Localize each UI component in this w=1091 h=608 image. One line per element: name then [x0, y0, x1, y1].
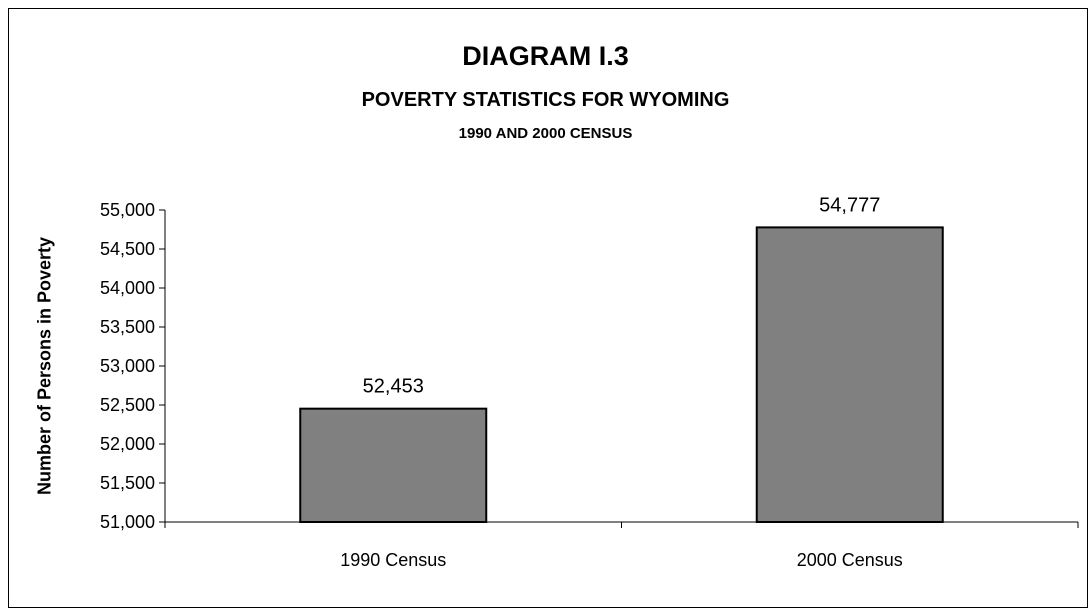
- y-tick-label: 51,000: [100, 512, 155, 532]
- x-tick-label: 1990 Census: [340, 550, 446, 570]
- chart-subtitle: POVERTY STATISTICS FOR WYOMING: [361, 89, 730, 111]
- y-tick-label: 53,500: [100, 317, 155, 337]
- y-tick-label: 51,500: [100, 473, 155, 493]
- y-tick-label: 54,500: [100, 239, 155, 259]
- plot-area: 51,000 51,500 52,000 52,500 53,000 53,500 54,0…: [100, 194, 1079, 570]
- data-label: 52,453: [363, 376, 424, 398]
- y-tick-label: 52,500: [100, 395, 155, 415]
- chart-title: DIAGRAM I.3: [462, 41, 629, 71]
- bar: [299, 407, 488, 523]
- x-tick-label: 2000 Census: [797, 550, 903, 570]
- chart-subtitle-2: 1990 AND 2000 CENSUS: [458, 125, 633, 142]
- bar: [755, 226, 944, 523]
- y-tick-label: 53,000: [100, 356, 155, 376]
- y-tick-label: 55,000: [100, 200, 155, 220]
- y-tick-label: 52,000: [100, 434, 155, 454]
- y-tick-label: 54,000: [100, 278, 155, 298]
- data-label: 54,777: [819, 194, 880, 216]
